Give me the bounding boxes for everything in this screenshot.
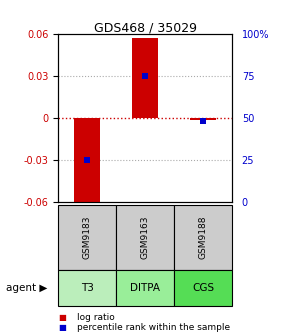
Text: percentile rank within the sample: percentile rank within the sample	[77, 323, 230, 332]
Text: ■: ■	[58, 323, 66, 332]
Text: GDS468 / 35029: GDS468 / 35029	[93, 22, 197, 35]
Text: agent ▶: agent ▶	[6, 283, 47, 293]
Bar	[132, 38, 158, 118]
Text: DITPA: DITPA	[130, 283, 160, 293]
Bar	[190, 118, 216, 120]
Text: GSM9188: GSM9188	[198, 216, 208, 259]
Bar	[74, 118, 100, 209]
Text: CGS: CGS	[192, 283, 214, 293]
Text: T3: T3	[81, 283, 93, 293]
Text: GSM9183: GSM9183	[82, 216, 92, 259]
Text: GSM9163: GSM9163	[140, 216, 150, 259]
Text: ■: ■	[58, 313, 66, 322]
Text: log ratio: log ratio	[77, 313, 115, 322]
